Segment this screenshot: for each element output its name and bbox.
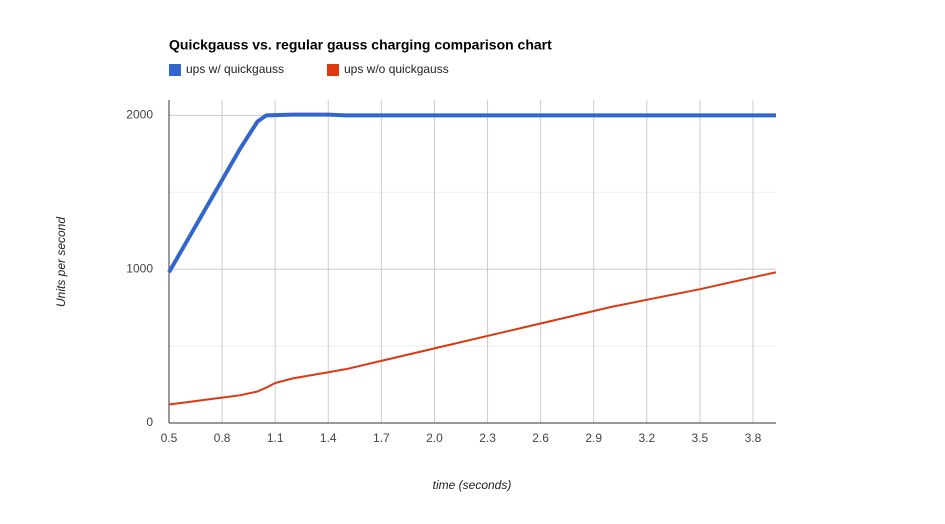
- line: [167, 112, 776, 274]
- x-axis-title: time (seconds): [433, 478, 512, 492]
- y-tick-label: 0: [146, 415, 153, 429]
- y-tick-label: 1000: [126, 261, 153, 275]
- line: [168, 271, 777, 406]
- x-tick-label: 1.1: [267, 431, 284, 445]
- legend-swatch: [169, 64, 181, 76]
- chart-title: Quickgauss vs. regular gauss charging co…: [169, 37, 552, 53]
- x-tick-label: 2.6: [532, 431, 549, 445]
- x-tick-label: 2.0: [426, 431, 443, 445]
- x-tick-label: 3.8: [745, 431, 762, 445]
- x-tick-label: 1.4: [320, 431, 337, 445]
- x-tick-label: 0.8: [214, 431, 231, 445]
- legend-label: ups w/o quickgauss: [344, 62, 449, 76]
- y-axis-title: Units per second: [54, 217, 68, 307]
- x-tick-label: 2.3: [479, 431, 496, 445]
- legend-label: ups w/ quickgauss: [186, 62, 284, 76]
- x-tick-label: 1.7: [373, 431, 390, 445]
- x-tick-label: 3.2: [638, 431, 655, 445]
- x-tick-label: 0.5: [161, 431, 178, 445]
- y-tick-label: 2000: [126, 108, 153, 122]
- legend-swatch: [327, 64, 339, 76]
- x-tick-label: 2.9: [585, 431, 602, 445]
- x-tick-label: 3.5: [692, 431, 709, 445]
